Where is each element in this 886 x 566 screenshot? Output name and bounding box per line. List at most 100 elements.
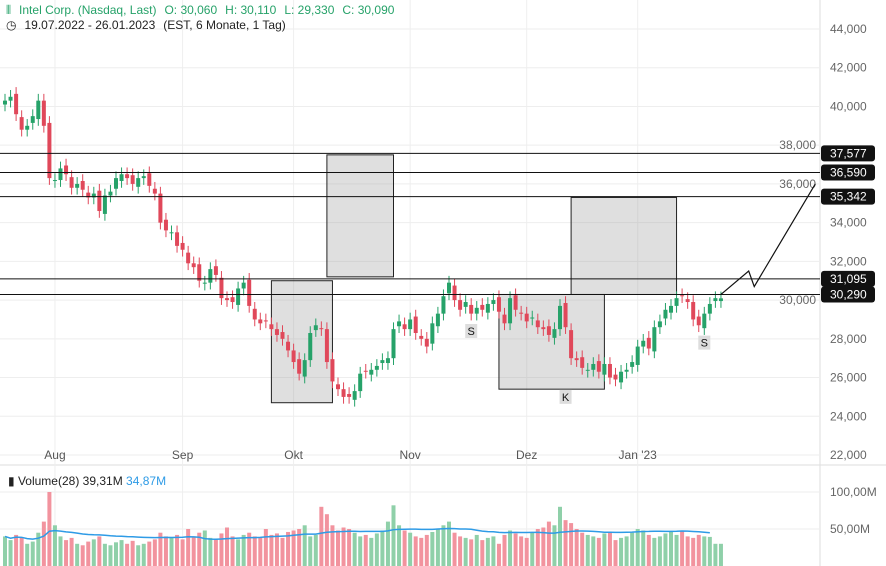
- candle-body: [635, 346, 640, 365]
- candle-body: [502, 314, 507, 324]
- candle-body: [491, 300, 496, 304]
- candle-body: [14, 93, 19, 115]
- volume-bar: [14, 534, 19, 566]
- candle-body: [8, 96, 13, 101]
- volume-bar: [263, 529, 268, 566]
- annotation-bg: [698, 335, 711, 350]
- volume-icon: ▮: [8, 474, 15, 488]
- volume-bar: [447, 521, 451, 566]
- candle-body: [25, 125, 30, 130]
- volume-bar: [136, 545, 141, 566]
- volume-bar: [219, 533, 224, 566]
- candle-body: [419, 335, 424, 339]
- y-tick-label: 26,000: [830, 371, 867, 385]
- volume-bar: [352, 532, 357, 566]
- volume-bar: [635, 529, 640, 566]
- volume-bar: [596, 537, 601, 566]
- annotation-bg: [465, 324, 478, 339]
- candle-body: [213, 266, 218, 275]
- candle-body: [225, 298, 229, 301]
- volume-bar: [619, 537, 624, 566]
- annotation-label: S: [701, 338, 708, 350]
- volume-bar: [574, 529, 579, 566]
- volume-bar: [408, 532, 413, 566]
- candle-body: [297, 359, 302, 374]
- candle-body: [447, 282, 451, 294]
- candle-body: [30, 116, 35, 123]
- volume-bar: [435, 529, 440, 566]
- volume-bar: [114, 542, 118, 566]
- volume-bar: [480, 540, 485, 566]
- volume-bar: [125, 543, 130, 566]
- candle-body: [513, 295, 518, 310]
- volume-bar: [602, 533, 607, 566]
- volume-bar: [25, 543, 30, 566]
- volume-bar: [569, 523, 574, 566]
- open-value: O: 30,060: [164, 3, 218, 17]
- candle-body: [541, 327, 546, 330]
- candle-body: [646, 337, 651, 349]
- y-tick-label: 30,000: [779, 293, 816, 307]
- volume-bar: [91, 539, 96, 566]
- volume-bar: [86, 541, 91, 566]
- candle-body: [508, 298, 513, 324]
- candle-body: [341, 389, 346, 397]
- date-range[interactable]: 19.07.2022 - 26.01.2023: [24, 18, 156, 32]
- level-label-bg: [821, 270, 875, 287]
- candle-body: [607, 363, 612, 378]
- volume-bar: [508, 530, 513, 566]
- volume-tick-label: 50,00M: [830, 522, 870, 536]
- instrument-title[interactable]: Intel Corp. (Nasdaq, Last): [19, 3, 157, 17]
- candle-body: [241, 282, 246, 289]
- volume-bar: [380, 530, 385, 566]
- candle-body: [713, 298, 718, 302]
- volume-bar: [519, 536, 524, 566]
- bars-icon: ⫴: [6, 3, 12, 17]
- candle-body: [530, 317, 535, 319]
- candle-body: [152, 188, 157, 194]
- pattern-box: [270, 280, 333, 404]
- volume-bar: [225, 527, 229, 566]
- volume-bar: [713, 543, 718, 566]
- volume-bar: [308, 536, 313, 566]
- candle-body: [41, 100, 46, 126]
- candle-body: [36, 100, 41, 120]
- candle-body: [324, 329, 329, 363]
- volume-bar: [3, 536, 7, 566]
- volume-bar: [130, 540, 135, 566]
- volume-bar: [463, 537, 468, 566]
- volume-bar: [707, 536, 712, 566]
- volume-bar: [452, 532, 457, 566]
- candle-body: [641, 340, 646, 347]
- volume-bar: [702, 536, 707, 566]
- volume-bar: [75, 543, 80, 566]
- volume-bar: [64, 540, 69, 566]
- candle-body: [263, 320, 268, 322]
- volume-bar: [502, 534, 507, 566]
- candle-body: [163, 219, 168, 231]
- candle-body: [374, 365, 379, 370]
- candle-body: [402, 324, 407, 330]
- volume-bar: [30, 541, 35, 566]
- volume-bar: [236, 539, 241, 566]
- volume-bar: [513, 533, 518, 566]
- volume-bar: [47, 492, 52, 566]
- level-label: 31,095: [830, 272, 867, 286]
- y-tick-label: 34,000: [830, 216, 867, 230]
- volume-bar: [430, 531, 435, 566]
- volume-ma-value: 34,87M: [126, 474, 167, 488]
- volume-bar: [580, 532, 585, 566]
- clock-icon: ◷: [6, 18, 17, 32]
- candle-body: [424, 338, 429, 347]
- volume-bar: [563, 520, 568, 566]
- candle-body: [696, 316, 701, 326]
- volume-bar: [97, 536, 102, 566]
- volume-bar: [685, 536, 690, 566]
- level-label: 30,290: [830, 287, 867, 301]
- level-label: 37,577: [830, 146, 867, 160]
- candle-body: [718, 298, 723, 302]
- candle-body: [186, 252, 191, 264]
- volume-tick-label: 100,00M: [830, 485, 877, 499]
- volume-bar: [469, 539, 474, 566]
